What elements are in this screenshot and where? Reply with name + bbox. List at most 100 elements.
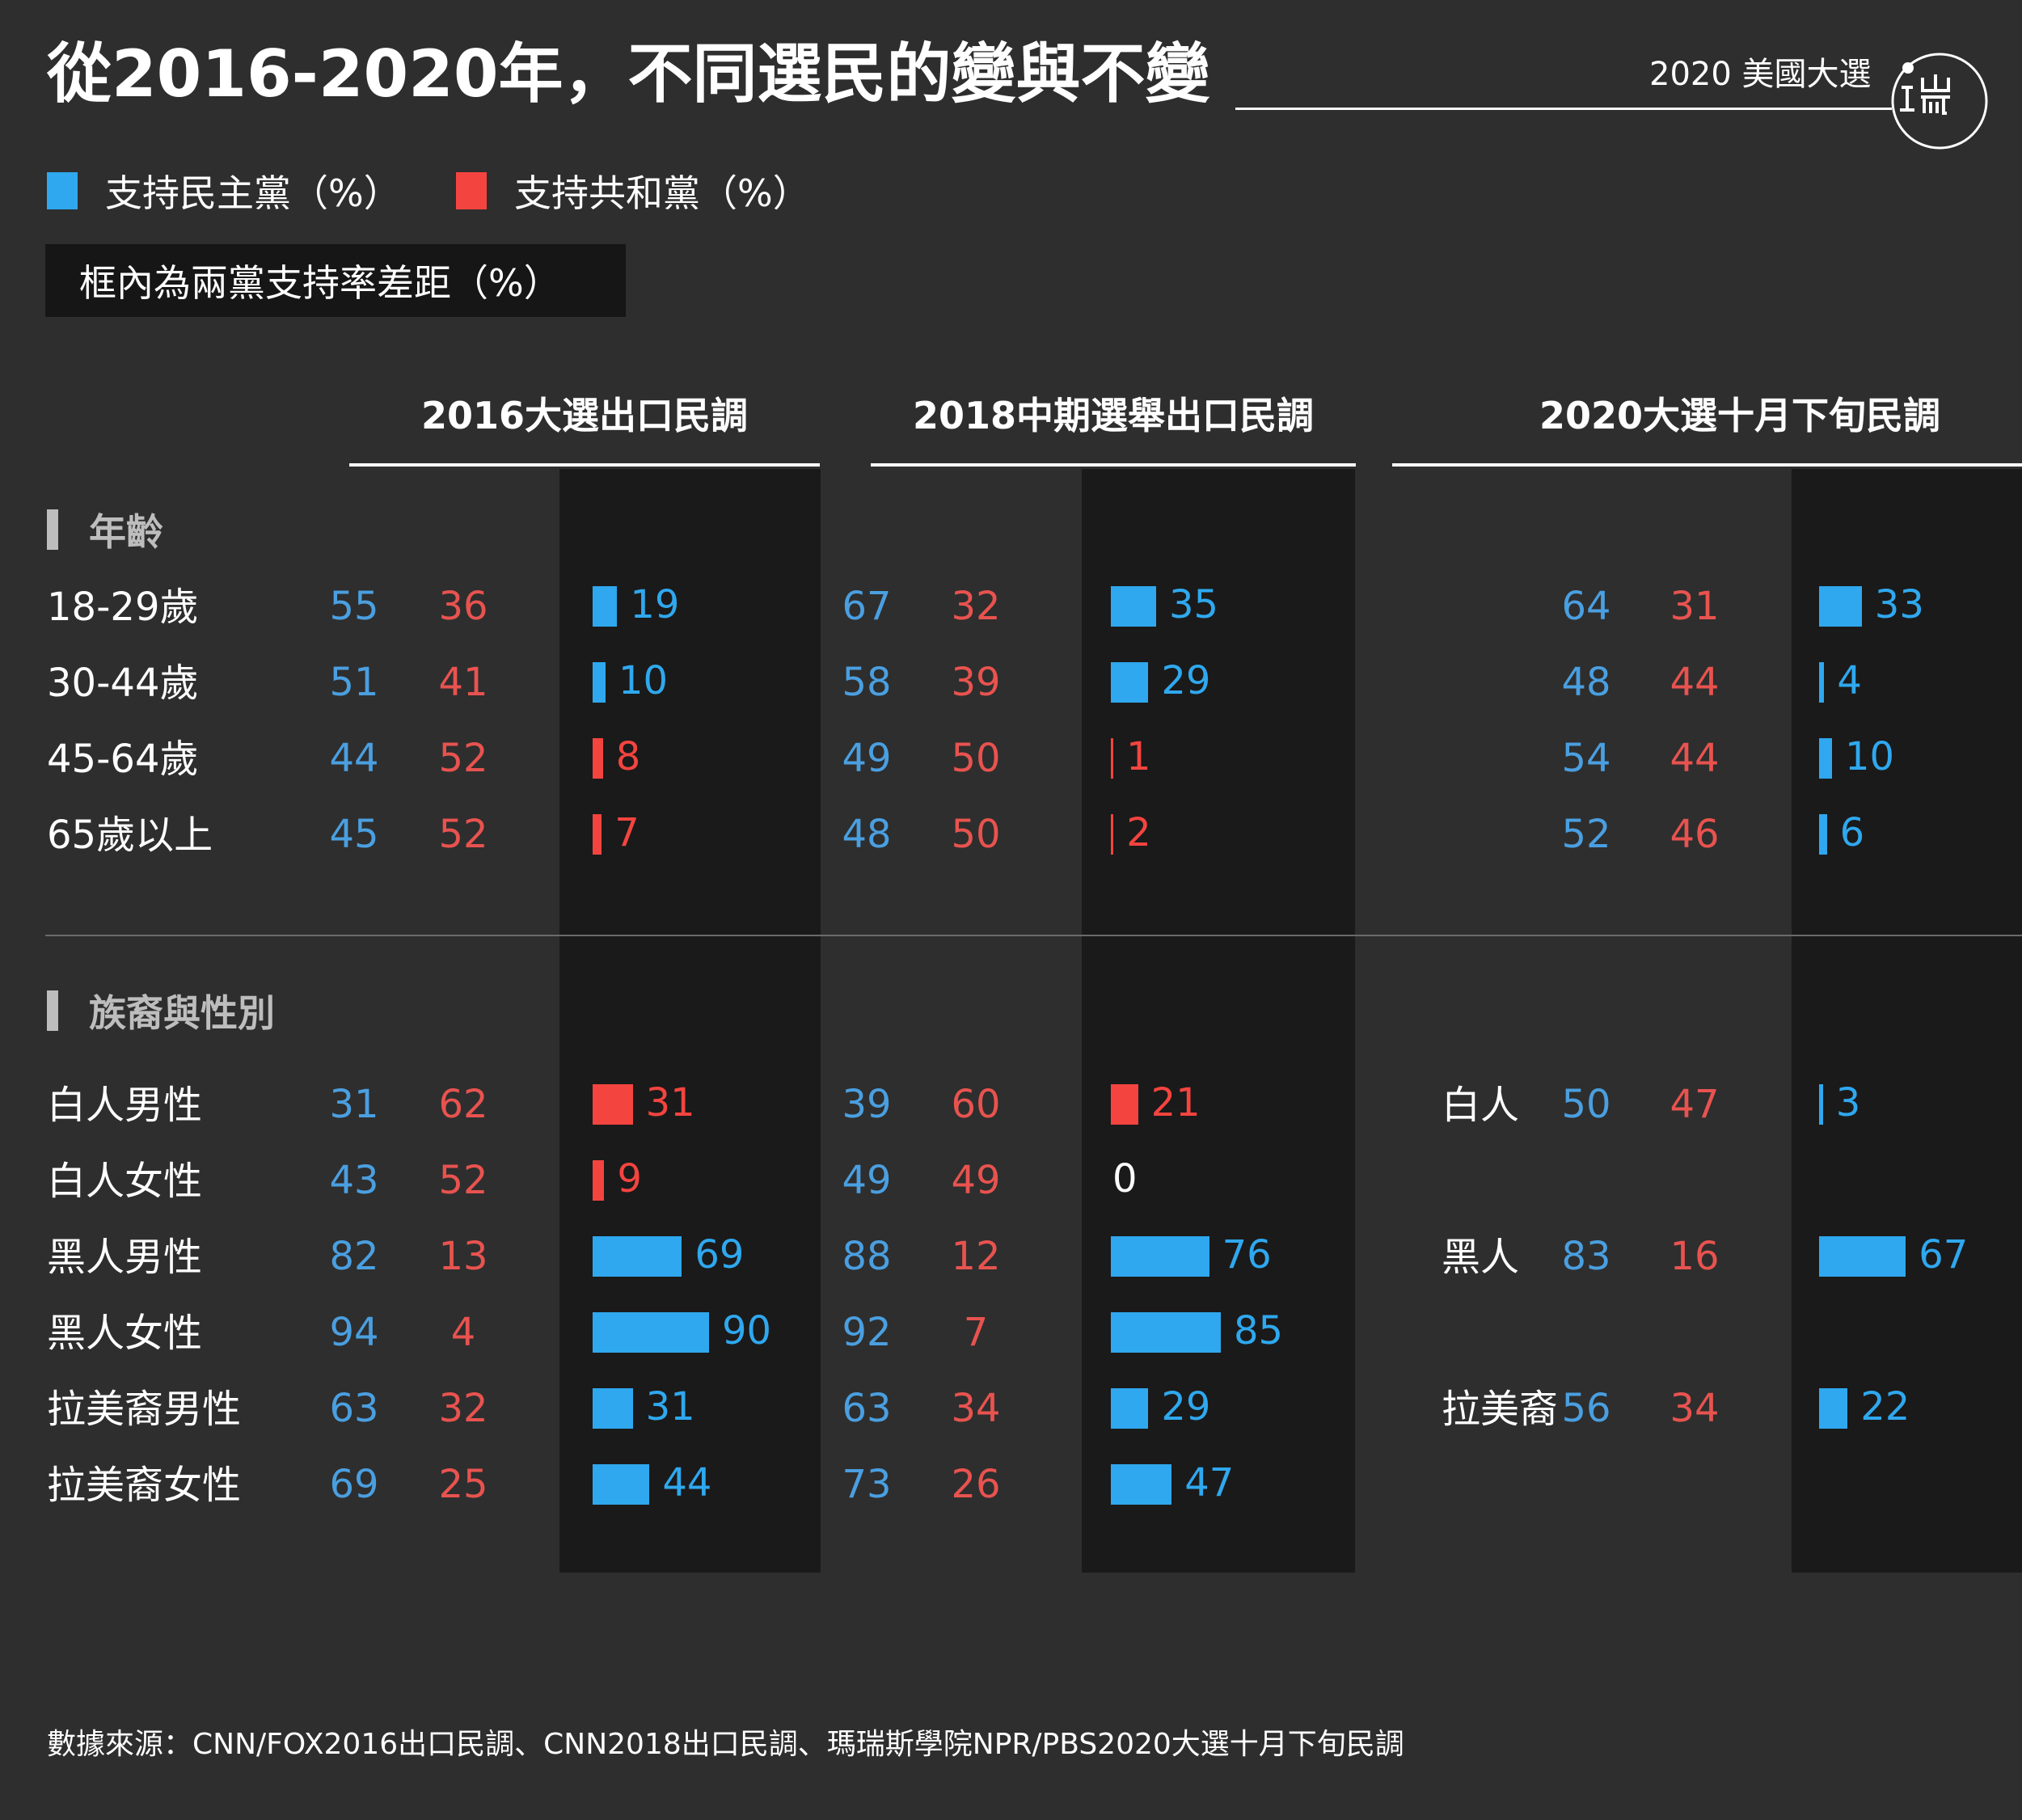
source-note: 數據來源：CNN/FOX2016出口民調、CNN2018出口民調、瑪瑞斯學院NP… [47, 1728, 1404, 1761]
gap-bar [593, 1464, 650, 1505]
rep-value: 32 [951, 584, 1001, 629]
row-label: 黑人女性 [47, 1311, 203, 1356]
gap-value: 90 [722, 1308, 772, 1353]
gap-value: 7 [614, 810, 640, 855]
gap-note-text: 框內為兩黨支持率差距（%） [79, 261, 561, 305]
dem-value: 48 [842, 812, 892, 857]
dem-value: 67 [842, 584, 892, 629]
rep-value: 25 [438, 1462, 488, 1507]
row-label: 65歲以上 [47, 813, 213, 858]
dem-value: 56 [1561, 1386, 1611, 1431]
gap-bar [593, 586, 618, 627]
rep-value: 60 [951, 1082, 1001, 1127]
gap-value: 29 [1161, 658, 1211, 703]
gap-bar [593, 662, 606, 703]
gap-value: 47 [1184, 1460, 1235, 1505]
dem-value: 39 [842, 1082, 892, 1127]
gap-bar [593, 814, 602, 855]
dem-value: 94 [329, 1310, 379, 1355]
legend-rep: 支持共和黨（%） [456, 168, 810, 215]
gap-value: 10 [1845, 734, 1895, 779]
gap-value: 19 [630, 582, 680, 627]
dem-value: 49 [842, 736, 892, 781]
rep-value: 31 [1670, 584, 1720, 629]
gap-value: 67 [1919, 1232, 1969, 1277]
rep-value: 26 [951, 1462, 1001, 1507]
section-age-marker [47, 509, 58, 550]
gap-bar [1819, 1388, 1848, 1429]
section-race-gender-marker [47, 990, 58, 1031]
rep-value: 52 [438, 812, 488, 857]
rep-value: 32 [438, 1386, 488, 1431]
gap-bar [1111, 1312, 1221, 1353]
gap-note-box: 框內為兩黨支持率差距（%） [45, 244, 626, 317]
rep-value: 44 [1670, 736, 1720, 781]
gap-value: 1 [1126, 734, 1151, 779]
rep-value: 36 [438, 584, 488, 629]
rep-value: 13 [438, 1234, 488, 1279]
rep-value: 46 [1670, 812, 1720, 857]
dem-value: 48 [1561, 660, 1611, 705]
dem-value: 51 [329, 660, 379, 705]
rep-value: 47 [1670, 1082, 1720, 1127]
dem-value: 49 [842, 1158, 892, 1203]
panel-rule-2016 [349, 463, 820, 467]
gap-value: 69 [694, 1232, 745, 1277]
gap-value: 9 [617, 1156, 642, 1201]
dem-value: 58 [842, 660, 892, 705]
gap-value: 31 [645, 1384, 695, 1429]
gap-bar [1819, 586, 1862, 627]
gap-value: 29 [1161, 1384, 1211, 1429]
gap-value: 85 [1234, 1308, 1284, 1353]
rep-value: 50 [951, 736, 1001, 781]
gap-value: 6 [1839, 810, 1865, 855]
panel-title-2018: 2018中期選舉出口民調 [912, 394, 1315, 437]
gap-bar [1111, 1464, 1172, 1505]
gap-value: 33 [1874, 582, 1924, 627]
gap-bar [1819, 738, 1832, 779]
dem-value: 83 [1561, 1234, 1611, 1279]
section-divider [45, 935, 2022, 936]
dem-value: 92 [842, 1310, 892, 1355]
section-race-gender-label: 族裔與性別 [89, 991, 275, 1035]
gap-bar [1111, 814, 1114, 855]
row-label: 白人女性 [47, 1159, 203, 1204]
row-label: 拉美裔女性 [47, 1463, 242, 1508]
dem-value: 54 [1561, 736, 1611, 781]
rep-value: 34 [1670, 1386, 1720, 1431]
gap-value: 10 [618, 658, 669, 703]
gap-value: 21 [1150, 1080, 1201, 1125]
gap-value: 2 [1126, 810, 1151, 855]
dem-value: 64 [1561, 584, 1611, 629]
rep-value: 49 [951, 1158, 1001, 1203]
panel-rule-2018 [871, 463, 1356, 467]
rep-value: 34 [951, 1386, 1001, 1431]
gap-bar [1111, 1388, 1149, 1429]
row-label-2020: 黑人 [1442, 1235, 1520, 1280]
legend-dem-label: 支持民主黨（%） [105, 171, 401, 215]
dem-value: 82 [329, 1234, 379, 1279]
gap-bar [593, 1236, 682, 1277]
legend-rep-label: 支持共和黨（%） [514, 171, 810, 215]
gap-value: 4 [1837, 658, 1862, 703]
rep-value: 16 [1670, 1234, 1720, 1279]
row-label-2020: 白人 [1442, 1083, 1520, 1128]
dem-value: 63 [842, 1386, 892, 1431]
legend-dem-swatch [47, 172, 78, 209]
rep-value: 52 [438, 1158, 488, 1203]
gap-bar [1819, 662, 1825, 703]
dem-value: 55 [329, 584, 379, 629]
gap-value: 35 [1169, 582, 1219, 627]
gap-bar [1819, 1236, 1906, 1277]
gap-bar [1819, 1084, 1823, 1125]
gap-bar [1111, 662, 1149, 703]
rep-value: 44 [1670, 660, 1720, 705]
panel-title-2020: 2020大選十月下旬民調 [1539, 394, 1941, 437]
section-race-gender: 族裔與性別 [47, 986, 275, 1035]
gap-bar [593, 738, 603, 779]
row-label: 白人男性 [47, 1083, 203, 1128]
gap-value: 0 [1112, 1156, 1138, 1201]
section-age-label: 年齡 [89, 510, 163, 554]
panel-rule-2020 [1392, 463, 2022, 467]
gap-value: 8 [615, 734, 641, 779]
